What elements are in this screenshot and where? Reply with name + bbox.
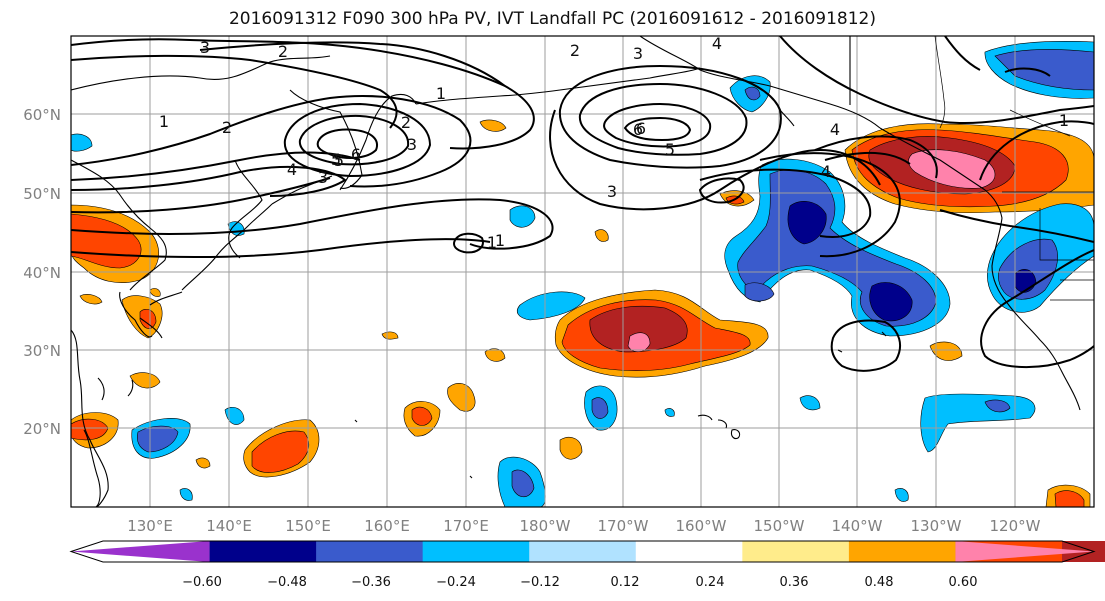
contour-label: 1 bbox=[1059, 111, 1069, 130]
contour-label: 5 bbox=[334, 151, 344, 170]
contour-label: 4 bbox=[287, 160, 297, 179]
lat-label: 50°N bbox=[23, 185, 61, 203]
colorbar-tick: 0.36 bbox=[780, 575, 809, 590]
lon-label: 160°W bbox=[676, 517, 727, 535]
longitude-labels: 130°E 140°E 150°E 160°E 170°E 180°W 170°… bbox=[127, 517, 1040, 535]
contour-label: 3 bbox=[318, 168, 328, 187]
colorbar-segment bbox=[635, 541, 743, 562]
colorbar-tick: 0.60 bbox=[949, 575, 978, 590]
contour-label: 2 bbox=[222, 118, 232, 137]
lon-label: 150°E bbox=[285, 517, 331, 535]
lon-label: 150°W bbox=[754, 517, 805, 535]
latitude-labels: 60°N 50°N 40°N 30°N 20°N bbox=[23, 106, 61, 438]
contour-label: 4 bbox=[712, 34, 722, 53]
colorbar-tick: −0.36 bbox=[351, 575, 391, 590]
lon-label: 130°W bbox=[911, 517, 962, 535]
map-title: 2016091312 F090 300 hPa PV, IVT Landfall… bbox=[228, 9, 876, 29]
contour-label: 3 bbox=[607, 182, 617, 201]
lat-label: 40°N bbox=[23, 264, 61, 282]
colorbar-segment bbox=[848, 541, 956, 562]
colorbar-tick: −0.24 bbox=[436, 575, 476, 590]
contour-label: 4 bbox=[821, 162, 831, 181]
colorbar-tick: 0.24 bbox=[696, 575, 725, 590]
colorbar-segment bbox=[422, 541, 530, 562]
contour-label: 1 bbox=[495, 231, 505, 250]
contour-label: 4 bbox=[830, 120, 840, 139]
colorbar-tick: −0.60 bbox=[182, 575, 222, 590]
lon-label: 180°W bbox=[520, 517, 571, 535]
contour-label: 3 bbox=[407, 135, 417, 154]
contour-label: 2 bbox=[570, 41, 580, 60]
colorbar-segment bbox=[209, 541, 317, 562]
contour-label: 5 bbox=[331, 150, 341, 169]
colorbar-segment bbox=[71, 541, 210, 562]
contour-label: 1 bbox=[487, 233, 497, 252]
colorbar-segments bbox=[69, 540, 1105, 563]
colorbar-outline bbox=[69, 540, 1096, 563]
colorbar-segment bbox=[316, 541, 424, 562]
colorbar-segment bbox=[529, 541, 637, 562]
colorbar-tick: 0.12 bbox=[611, 575, 640, 590]
contour-label: 2 bbox=[278, 42, 288, 61]
contour-label: 6 bbox=[633, 120, 643, 139]
lon-label: 140°E bbox=[206, 517, 252, 535]
lon-label: 160°E bbox=[364, 517, 410, 535]
colorbar-segment bbox=[742, 541, 850, 562]
lon-label: 170°E bbox=[443, 517, 489, 535]
lat-label: 20°N bbox=[23, 420, 61, 438]
lat-label: 30°N bbox=[23, 342, 61, 360]
contour-label: 2 bbox=[401, 113, 411, 132]
contour-label: 6 bbox=[636, 119, 646, 138]
contour-label: 5 bbox=[665, 140, 675, 159]
colorbar: −0.60 −0.48 −0.36 −0.24 −0.12 0.12 0.24 … bbox=[69, 540, 1105, 590]
colorbar-tick: −0.12 bbox=[520, 575, 560, 590]
lon-label: 120°W bbox=[990, 517, 1041, 535]
colorbar-tick: −0.48 bbox=[267, 575, 307, 590]
colorbar-segment bbox=[955, 541, 1094, 562]
lat-label: 60°N bbox=[23, 106, 61, 124]
contour-label: 6 bbox=[351, 145, 361, 164]
lon-label: 140°W bbox=[832, 517, 883, 535]
gridlines bbox=[71, 36, 1094, 507]
lon-label: 170°W bbox=[598, 517, 649, 535]
colorbar-tick-labels: −0.60 −0.48 −0.36 −0.24 −0.12 0.12 0.24 … bbox=[182, 575, 977, 590]
pv-contour-labels: 3 2 3 4 1 2 6 5 1 2 4 3 1 6 5 3 4 4 1 1 … bbox=[159, 34, 1069, 252]
coastlines bbox=[71, 36, 1094, 507]
contour-label: 1 bbox=[159, 112, 169, 131]
lon-label: 130°E bbox=[127, 517, 173, 535]
contour-label: 1 bbox=[436, 84, 446, 103]
contour-label: 3 bbox=[633, 44, 643, 63]
colorbar-tick: 0.48 bbox=[865, 575, 894, 590]
map-frame bbox=[70, 35, 1095, 508]
pv-contours bbox=[71, 36, 1094, 372]
contour-label: 3 bbox=[200, 38, 210, 57]
